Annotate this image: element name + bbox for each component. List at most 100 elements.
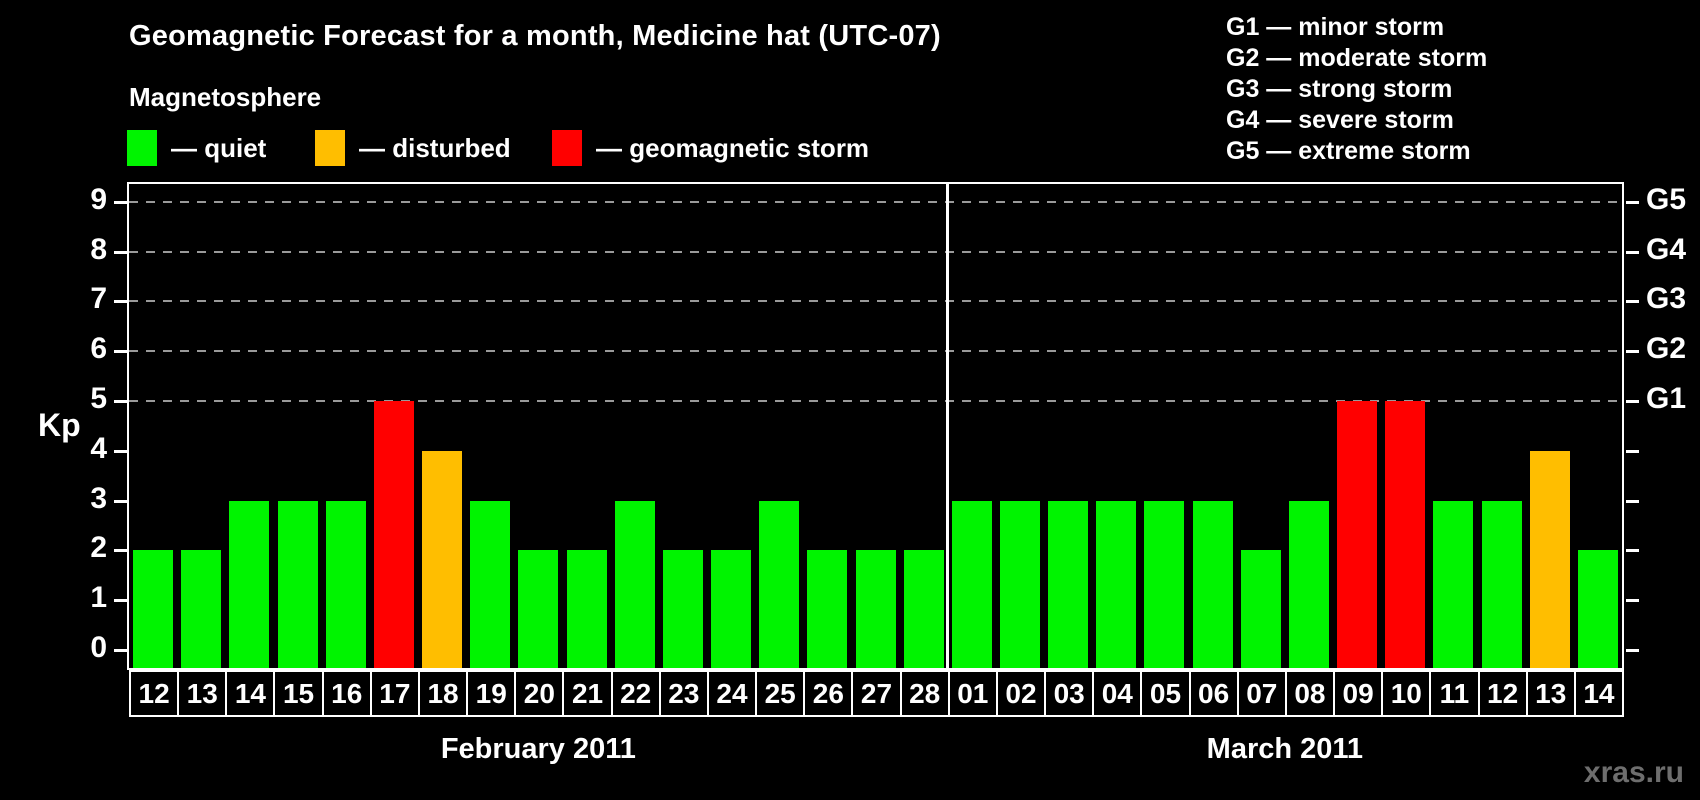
day-label-march-01: 01: [947, 670, 998, 717]
day-label-february-24: 24: [706, 670, 758, 717]
day-label-march-12: 12: [1477, 670, 1528, 717]
kp-bar-february-14: [229, 500, 270, 668]
kp-bar-march-06: [1192, 500, 1233, 668]
g-scale-line: G1 — minor storm: [1226, 13, 1445, 41]
left-tick-kp5: [114, 400, 127, 404]
day-label-february-20: 20: [514, 670, 565, 717]
left-tick-kp3: [114, 499, 127, 503]
day-label-march-03: 03: [1044, 670, 1095, 717]
kp-bar-march-01: [951, 500, 992, 668]
right-tick-kp9: [1626, 200, 1639, 204]
right-tick-kp1: [1626, 599, 1639, 603]
right-tick-kp2: [1626, 549, 1639, 553]
left-tick-kp2: [114, 549, 127, 553]
g-label-g5: G5: [1646, 182, 1687, 216]
kp-bar-february-18: [422, 450, 463, 668]
g-label-g3: G3: [1646, 282, 1687, 316]
magnetosphere-heading: Magnetosphere: [129, 82, 322, 112]
g-label-g4: G4: [1646, 232, 1687, 266]
kp-bar-february-17: [373, 401, 414, 668]
day-label-february-28: 28: [899, 670, 950, 717]
g-label-g2: G2: [1646, 332, 1687, 366]
kp-bar-march-03: [1048, 500, 1089, 668]
day-label-february-26: 26: [803, 670, 854, 717]
y-tick-label-5: 5: [90, 382, 107, 416]
kp-bar-february-23: [662, 550, 703, 668]
gridline-kp5: [129, 400, 1622, 403]
kp-bar-march-07: [1240, 550, 1281, 668]
day-label-march-07: 07: [1236, 670, 1287, 717]
kp-bar-march-09: [1337, 401, 1378, 668]
right-tick-kp7: [1626, 300, 1639, 304]
day-label-february-16: 16: [321, 670, 372, 717]
legend-item-disturbed: — disturbed: [315, 130, 511, 166]
kp-bar-february-24: [711, 550, 752, 668]
left-tick-kp7: [114, 300, 127, 304]
gridline-kp8: [129, 250, 1622, 253]
legend-item-label: — quiet: [171, 132, 267, 163]
kp-bar-march-12: [1481, 500, 1522, 668]
month-label-february: February 2011: [440, 733, 636, 765]
plot-area: [127, 182, 1624, 670]
left-tick-kp9: [114, 200, 127, 204]
day-label-february-14: 14: [225, 670, 276, 717]
day-label-march-10: 10: [1381, 670, 1432, 717]
gridline-kp7: [129, 300, 1622, 303]
day-label-march-11: 11: [1429, 670, 1480, 717]
day-label-march-14: 14: [1573, 670, 1624, 717]
y-tick-label-1: 1: [90, 581, 107, 615]
g-scale-legend: G1 — minor storm G2 — moderate storm G3 …: [1226, 12, 1487, 167]
left-tick-kp0: [114, 649, 127, 653]
kp-bar-february-12: [133, 550, 174, 668]
disturbed-swatch-icon: [315, 130, 345, 166]
chart-title: Geomagnetic Forecast for a month, Medici…: [129, 20, 941, 52]
g-scale-line: G4 — severe storm: [1226, 106, 1454, 134]
left-tick-kp4: [114, 449, 127, 453]
kp-bar-february-27: [855, 550, 896, 668]
day-label-march-06: 06: [1188, 670, 1239, 717]
right-tick-kp5: [1626, 400, 1639, 404]
g-scale-line: G5 — extreme storm: [1226, 137, 1471, 165]
day-label-february-19: 19: [466, 670, 517, 717]
y-tick-label-9: 9: [90, 182, 107, 216]
right-tick-kp4: [1626, 449, 1639, 453]
gridline-kp9: [129, 200, 1622, 203]
right-tick-kp3: [1626, 499, 1639, 503]
right-tick-kp8: [1626, 250, 1639, 254]
day-label-february-27: 27: [851, 670, 902, 717]
kp-bar-march-13: [1529, 450, 1570, 668]
kp-bar-march-08: [1288, 500, 1329, 668]
day-label-march-04: 04: [1092, 670, 1143, 717]
kp-bar-february-25: [759, 500, 800, 668]
kp-bar-february-13: [181, 550, 222, 668]
day-label-march-09: 09: [1333, 670, 1384, 717]
day-label-february-21: 21: [562, 670, 613, 717]
day-label-march-02: 02: [995, 670, 1047, 717]
y-tick-label-3: 3: [90, 481, 107, 515]
y-tick-label-0: 0: [90, 631, 107, 665]
legend-item-label: — geomagnetic storm: [596, 132, 870, 163]
y-tick-label-2: 2: [90, 531, 107, 565]
kp-bar-february-22: [614, 500, 655, 668]
g-label-g1: G1: [1646, 382, 1687, 416]
day-label-march-08: 08: [1284, 670, 1336, 717]
day-label-february-15: 15: [273, 670, 324, 717]
g-scale-line: G3 — strong storm: [1226, 75, 1453, 103]
kp-bar-february-16: [325, 500, 366, 668]
y-tick-label-7: 7: [90, 282, 107, 316]
left-tick-kp6: [114, 350, 127, 354]
kp-bar-february-28: [903, 550, 944, 668]
day-label-february-18: 18: [417, 670, 469, 717]
day-label-march-05: 05: [1140, 670, 1191, 717]
gridline-kp6: [129, 350, 1622, 353]
left-tick-kp1: [114, 599, 127, 603]
kp-bar-march-04: [1096, 500, 1137, 668]
kp-bar-march-14: [1577, 550, 1618, 668]
day-label-february-22: 22: [610, 670, 661, 717]
kp-bar-february-15: [277, 500, 318, 668]
y-tick-label-4: 4: [90, 431, 107, 465]
legend-item-label: — disturbed: [359, 132, 511, 163]
kp-bar-february-26: [807, 550, 848, 668]
day-label-february-25: 25: [755, 670, 806, 717]
month-divider: [946, 184, 950, 668]
